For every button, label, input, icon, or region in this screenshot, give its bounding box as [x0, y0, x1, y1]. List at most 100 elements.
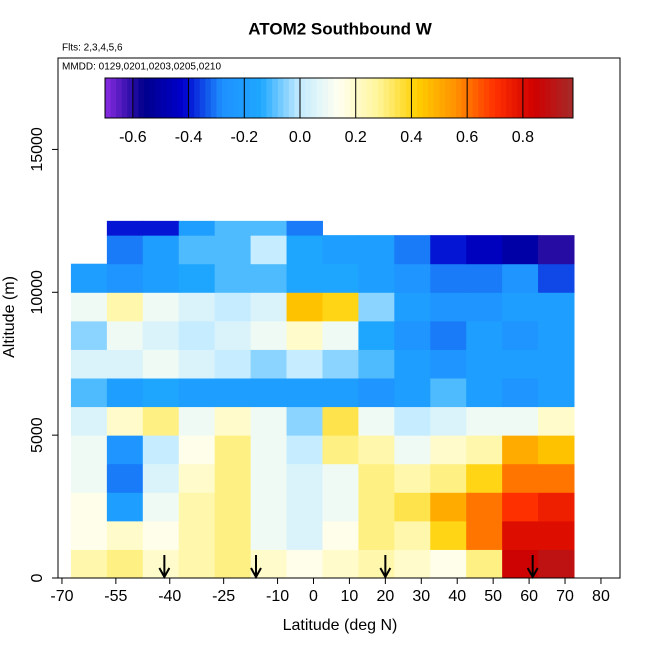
heat-cell	[142, 435, 180, 465]
colorbar-tick-label: 0.0	[289, 129, 311, 146]
colorbar-swatch	[361, 78, 368, 118]
arrow-head	[379, 567, 392, 580]
heat-cell	[286, 549, 323, 579]
heat-cell	[214, 292, 252, 322]
heat-cell	[430, 549, 467, 579]
heat-cell	[142, 549, 180, 579]
colorbar-swatch	[121, 78, 128, 118]
heat-cell	[502, 263, 539, 293]
heat-cell	[466, 435, 503, 465]
heat-cell	[394, 292, 431, 322]
heat-cell	[106, 263, 144, 293]
x-tick-label: 60	[520, 588, 538, 605]
colorbar-swatch	[249, 78, 256, 118]
heat-cell	[322, 320, 359, 350]
colorbar-tick-label: 0.6	[456, 129, 478, 146]
heat-cell	[358, 549, 395, 579]
heat-cell	[466, 349, 503, 379]
heat-cell	[250, 320, 288, 350]
heat-cell	[214, 220, 252, 236]
heat-cell	[394, 463, 431, 493]
heat-cell	[286, 349, 323, 379]
heat-cell	[322, 492, 359, 522]
heat-cell	[214, 520, 252, 550]
heat-cell	[538, 406, 575, 436]
heat-cell	[250, 235, 288, 265]
heat-cell	[286, 263, 323, 293]
heat-cell	[502, 520, 539, 550]
colorbar-tick-label: -0.6	[119, 129, 147, 146]
colorbar-swatch	[272, 78, 279, 118]
colorbar-swatch	[528, 78, 535, 118]
plot-frame	[57, 57, 621, 579]
heat-cell	[70, 549, 108, 579]
colorbar-swatch	[506, 78, 513, 118]
heat-cell	[466, 549, 503, 579]
heat-cell	[502, 406, 539, 436]
heat-cell	[430, 492, 467, 522]
heat-cell	[394, 435, 431, 465]
heat-cell	[322, 235, 359, 265]
heat-cell	[70, 320, 108, 350]
colorbar-swatch	[539, 78, 546, 118]
heat-cell	[178, 263, 216, 293]
heat-cell	[142, 220, 180, 236]
heat-cell	[106, 235, 144, 265]
colorbar-swatch	[567, 78, 574, 118]
heat-cell	[250, 292, 288, 322]
colorbar-swatch	[372, 78, 379, 118]
colorbar-swatch	[116, 78, 123, 118]
subtitle: Flts: 2,3,4,5,6	[62, 43, 123, 54]
colorbar-swatch	[389, 78, 396, 118]
heat-cell	[394, 263, 431, 293]
heat-cell	[430, 320, 467, 350]
colorbar-swatch	[411, 78, 418, 118]
heat-cell	[358, 492, 395, 522]
heat-cell	[358, 349, 395, 379]
colorbar-swatch	[283, 78, 290, 118]
arrow	[158, 555, 171, 580]
colorbar-swatch	[517, 78, 524, 118]
colorbar-swatch	[433, 78, 440, 118]
heat-cell	[430, 463, 467, 493]
heat-cell	[466, 520, 503, 550]
colorbar-swatch	[511, 78, 518, 118]
x-tick-label: -10	[266, 588, 289, 605]
colorbar-swatch	[478, 78, 485, 118]
arrow	[379, 555, 392, 580]
heat-cell	[358, 378, 395, 408]
heat-cell	[142, 320, 180, 350]
colorbar-swatch	[456, 78, 463, 118]
heat-cell	[286, 292, 323, 322]
colorbar-swatch	[500, 78, 507, 118]
heat-cell	[286, 435, 323, 465]
heat-cell	[214, 349, 252, 379]
heat-cell	[322, 406, 359, 436]
heat-cell	[502, 349, 539, 379]
colorbar-swatch	[261, 78, 268, 118]
heat-cell	[142, 349, 180, 379]
colorbar-swatch	[333, 78, 340, 118]
heat-cell	[214, 263, 252, 293]
colorbar-frame	[104, 77, 574, 119]
heat-cell	[178, 435, 216, 465]
heat-cell	[394, 349, 431, 379]
heat-cell	[106, 406, 144, 436]
heat-cell	[286, 320, 323, 350]
x-tick-label: 30	[412, 588, 430, 605]
x-tick-label: 0	[309, 588, 318, 605]
heat-cell	[250, 520, 288, 550]
colorbar-swatch	[138, 78, 145, 118]
colorbar-swatch	[266, 78, 273, 118]
heat-cell	[322, 549, 359, 579]
heat-cell	[250, 435, 288, 465]
heat-cell	[538, 520, 575, 550]
heat-cell	[178, 349, 216, 379]
heat-cell	[502, 292, 539, 322]
heat-cell	[538, 235, 575, 265]
heat-cell	[466, 320, 503, 350]
heat-cell	[394, 492, 431, 522]
colorbar-swatch	[305, 78, 312, 118]
colorbar-swatch	[344, 78, 351, 118]
arrow-head	[250, 567, 262, 580]
